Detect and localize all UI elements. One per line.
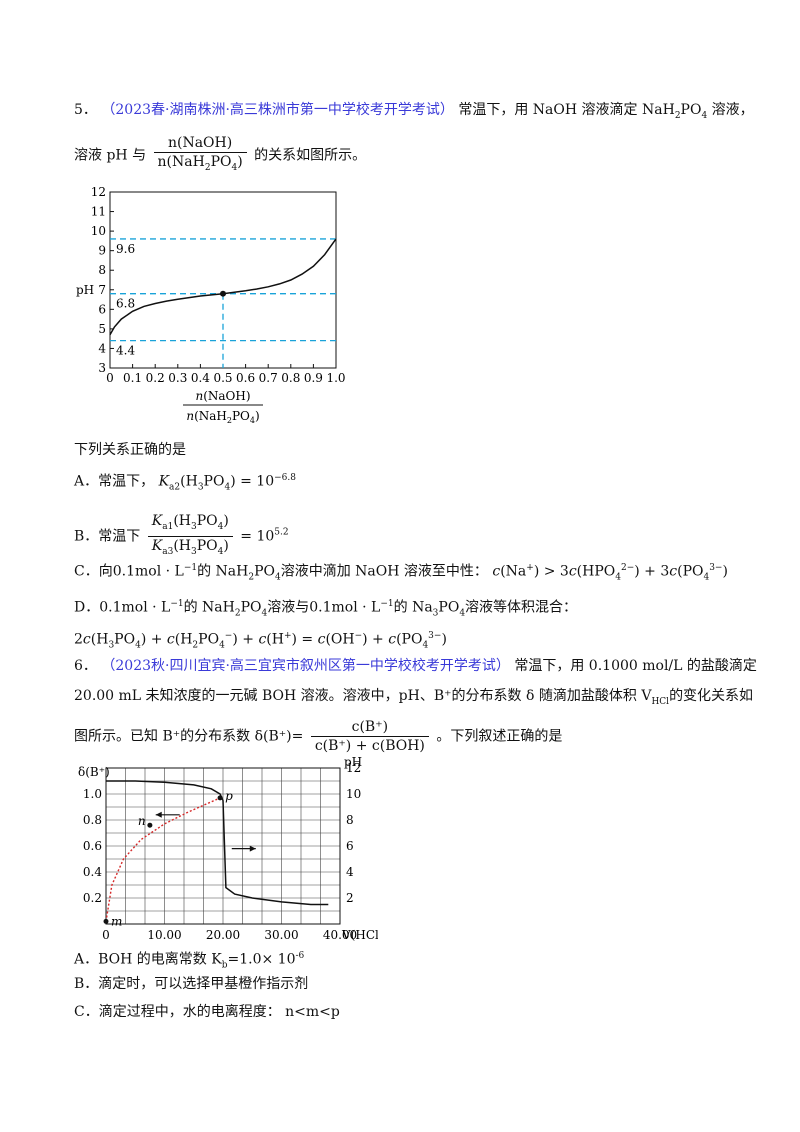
y-axis-label: pH <box>76 283 94 297</box>
x-tick-label: 0.6 <box>236 371 255 385</box>
point-label-n: n <box>138 814 146 828</box>
q5-stem-b: 溶液， <box>711 102 754 118</box>
y-tick-label: 12 <box>91 185 106 199</box>
point-m <box>103 918 109 924</box>
right-tick-label: 6 <box>346 839 354 853</box>
x-tick-label: 0 <box>106 371 114 385</box>
ph-curve <box>106 780 329 906</box>
y-tick-label: 3 <box>98 361 106 375</box>
x-tick-label: 0.5 <box>213 371 232 385</box>
plot-frame <box>109 191 337 369</box>
x-tick-label: 0.7 <box>259 371 278 385</box>
q5-question: 下列关系正确的是 <box>74 442 186 458</box>
y-tick-label: 4 <box>98 341 106 355</box>
right-axis-label: pH <box>344 756 362 769</box>
x-tick-label: 0.8 <box>281 371 300 385</box>
x-tick-label: 10.00 <box>147 928 181 942</box>
q6-titration-chart: 0.2 0.4 0.6 0.8 1.0 2 4 6 8 10 12 0 10.00 20.00 30.00 4… <box>78 756 378 942</box>
y-tick-label: 5 <box>98 322 106 336</box>
q6-stem-line1: 6． （2023秋·四川宜宾·高三宜宾市叙州区第一中学校校考开学考试） 常温下，… <box>74 658 757 674</box>
q5-species: NaH2PO4 <box>642 102 708 121</box>
x-tick-label: 0.3 <box>168 371 187 385</box>
right-tick-label: 2 <box>346 891 354 905</box>
y-tick-label: 6 <box>98 302 106 316</box>
point-n <box>147 822 153 828</box>
right-tick-label: 10 <box>346 787 361 801</box>
x-tick-label: 0.4 <box>191 371 210 385</box>
right-tick-label: 4 <box>346 865 354 879</box>
q5-stem-a: 常温下，用 NaOH 溶液滴定 <box>458 102 638 118</box>
q5-option-d: D．0.1mol · L−1的 NaH2PO4溶液与0.1mol · L−1的 … <box>74 599 578 619</box>
left-tick-label: 0.2 <box>83 891 102 905</box>
q5-option-c: C．向0.1mol · L−1的 NaH2PO4溶液中滴加 NaOH 溶液至中性… <box>74 563 728 583</box>
x-axis-label-denominator: n(NaH2PO4) <box>186 409 259 425</box>
left-tick-label: 0.6 <box>83 839 102 853</box>
y-tick-label: 7 <box>98 283 106 297</box>
ph-curve <box>109 238 337 336</box>
left-axis-label: δ(B⁺) <box>78 765 110 779</box>
q6-stem-line3: 图所示。已知 B⁺的分布系数 δ(B⁺)= c(B⁺) c(B⁺) + c(BO… <box>74 718 563 755</box>
right-tick-label: 12 <box>346 761 361 775</box>
q5-source: （2023春·湖南株洲·高三株洲市第一中学校考开学考试） <box>101 102 454 118</box>
x-tick-label: 1.0 <box>326 371 345 385</box>
point-label-m: m <box>111 914 122 928</box>
q5-frac-den: n(NaH2PO4) <box>157 154 243 173</box>
delta-curve <box>105 797 221 922</box>
q5-stem-line2-b: 的关系如图所示。 <box>254 147 367 164</box>
x-axis-label: V(HCl)/mL <box>341 928 378 942</box>
plot-frame <box>105 767 341 925</box>
q5-ph-chart: 3 4 5 6 7 8 9 10 11 12 0 0.1 0.2 0.3 0.4 0.5 0.6 0.7 0.8 0.… <box>76 185 346 425</box>
q5-stem-line1: 5． （2023春·湖南株洲·高三株洲市第一中学校考开学考试） 常温下，用 Na… <box>74 100 754 126</box>
half-equivalence-point <box>220 290 226 297</box>
right-axis-arrowhead <box>249 845 256 852</box>
right-tick-label: 8 <box>346 813 354 827</box>
reference-label: 4.4 <box>116 344 135 358</box>
q5-stem-line2: 溶液 pH 与 n(NaOH) n(NaH2PO4) 的关系如图所示。 <box>74 134 366 177</box>
x-tick-label: 0.1 <box>123 371 142 385</box>
y-tick-label: 10 <box>91 224 106 238</box>
q5-frac-num: n(NaOH) <box>153 134 247 153</box>
q6-option-a: A．BOH 的电离常数 Kb=1.0× 10-6 <box>74 951 305 971</box>
reference-label: 6.8 <box>116 297 135 311</box>
left-tick-label: 0.8 <box>83 813 102 827</box>
point-p <box>217 795 223 801</box>
point-label-p: p <box>225 789 233 803</box>
q5-option-a: A．常温下， Ka2(H3PO4) = 10−6.8 <box>74 473 296 493</box>
x-tick-label: 0.9 <box>304 371 323 385</box>
q6-stem-line2: 20.00 mL 未知浓度的一元碱 BOH 溶液。溶液中，pH、B⁺的分布系数 … <box>74 688 754 707</box>
x-axis-label-numerator: n(NaOH) <box>195 389 250 403</box>
q6-option-c: C．滴定过程中，水的电离程度： n<m<p <box>74 1004 340 1020</box>
reference-label: 9.6 <box>116 242 135 256</box>
x-tick-label: 40.00 <box>323 928 357 942</box>
q5-option-d-equation: 2c(H3PO4) + c(H2PO4−) + c(H+) = c(OH−) +… <box>74 631 447 651</box>
q5-ka-fraction: Ka1(H3PO4) Ka3(H3PO4) <box>147 512 233 561</box>
y-tick-label: 11 <box>91 205 106 219</box>
q6-option-b: B．滴定时，可以选择甲基橙作指示剂 <box>74 976 309 992</box>
x-tick-label: 30.00 <box>264 928 298 942</box>
x-tick-label: 0 <box>102 928 110 942</box>
q5-ratio-fraction: n(NaOH) n(NaH2PO4) <box>153 134 247 177</box>
y-tick-label: 8 <box>98 263 106 277</box>
q5-stem-line2-a: 溶液 pH 与 <box>74 147 147 164</box>
q5-option-b: B．常温下 Ka1(H3PO4) Ka3(H3PO4) = 105.2 <box>74 512 289 561</box>
left-tick-label: 0.4 <box>83 865 102 879</box>
q5-number: 5． <box>74 102 97 118</box>
x-tick-label: 20.00 <box>206 928 240 942</box>
q6-source: （2023秋·四川宜宾·高三宜宾市叙州区第一中学校校考开学考试） <box>101 658 510 674</box>
left-axis-arrowhead <box>155 811 162 818</box>
x-tick-label: 0.2 <box>146 371 165 385</box>
left-tick-label: 1.0 <box>83 787 102 801</box>
q6-delta-fraction: c(B⁺) c(B⁺) + c(BOH) <box>310 718 429 755</box>
y-tick-label: 9 <box>98 244 106 258</box>
